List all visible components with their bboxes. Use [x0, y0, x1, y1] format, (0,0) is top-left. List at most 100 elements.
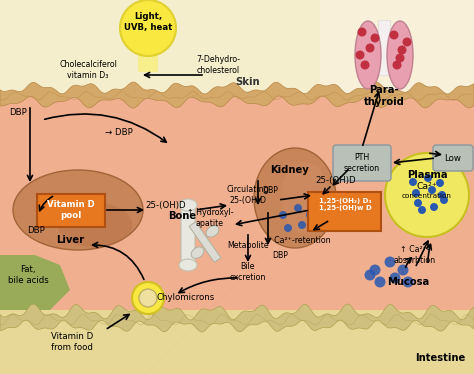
FancyArrowPatch shape: [430, 151, 440, 156]
Polygon shape: [0, 255, 70, 310]
FancyArrowPatch shape: [39, 196, 53, 211]
Text: Ca²⁺: Ca²⁺: [417, 181, 438, 190]
Text: → DBP: → DBP: [105, 128, 133, 137]
Ellipse shape: [281, 162, 329, 234]
Ellipse shape: [206, 226, 219, 237]
Text: Liver: Liver: [56, 235, 84, 245]
Text: 25-(OH)D: 25-(OH)D: [316, 175, 356, 184]
Ellipse shape: [387, 21, 413, 89]
FancyArrowPatch shape: [179, 278, 237, 292]
FancyArrowPatch shape: [145, 73, 202, 77]
Circle shape: [395, 53, 404, 62]
FancyBboxPatch shape: [181, 205, 195, 265]
Circle shape: [356, 50, 365, 59]
Text: Plasma: Plasma: [407, 170, 447, 180]
Circle shape: [298, 221, 306, 229]
FancyArrowPatch shape: [107, 315, 129, 328]
FancyArrowPatch shape: [237, 211, 307, 226]
Circle shape: [402, 276, 413, 288]
Text: Bile
excretion: Bile excretion: [230, 262, 266, 282]
Circle shape: [392, 61, 401, 70]
Text: DBP: DBP: [262, 186, 278, 194]
Text: DBP: DBP: [272, 251, 288, 260]
Text: Light,
UVB, heat: Light, UVB, heat: [124, 12, 172, 32]
FancyArrowPatch shape: [246, 235, 250, 260]
Circle shape: [398, 46, 407, 55]
Circle shape: [365, 270, 375, 280]
FancyBboxPatch shape: [433, 145, 473, 171]
Circle shape: [306, 211, 314, 219]
Text: ↑ Ca²⁺-retention: ↑ Ca²⁺-retention: [265, 236, 331, 245]
Text: Low: Low: [445, 153, 461, 162]
Text: Para-
thyroid: Para- thyroid: [364, 85, 404, 107]
Circle shape: [385, 153, 469, 237]
Circle shape: [402, 37, 411, 46]
Circle shape: [374, 276, 385, 288]
Circle shape: [428, 186, 436, 194]
Text: Vitamin D
pool: Vitamin D pool: [47, 200, 95, 220]
Ellipse shape: [355, 21, 381, 89]
Circle shape: [412, 189, 420, 197]
Circle shape: [284, 224, 292, 232]
FancyArrowPatch shape: [427, 244, 431, 262]
FancyArrowPatch shape: [395, 158, 433, 165]
Ellipse shape: [57, 202, 133, 248]
Polygon shape: [0, 304, 474, 332]
Text: concentration: concentration: [402, 193, 452, 199]
Text: 1,25-(OH₂) D₃
1,25-(OH)w D: 1,25-(OH₂) D₃ 1,25-(OH)w D: [319, 197, 371, 211]
FancyArrowPatch shape: [255, 181, 261, 203]
Circle shape: [357, 28, 366, 37]
Circle shape: [409, 178, 417, 186]
Text: 7-Dehydro-
cholesterol: 7-Dehydro- cholesterol: [196, 55, 240, 75]
FancyArrowPatch shape: [45, 114, 166, 142]
Circle shape: [414, 199, 422, 207]
Ellipse shape: [191, 247, 204, 258]
Circle shape: [390, 273, 401, 283]
Text: Kidney: Kidney: [271, 165, 310, 175]
Text: ↑ Ca²⁺-
absorbtion: ↑ Ca²⁺- absorbtion: [394, 245, 436, 265]
FancyArrowPatch shape: [27, 108, 33, 180]
Ellipse shape: [179, 259, 197, 271]
Text: Metabolite: Metabolite: [227, 240, 269, 249]
FancyArrowPatch shape: [265, 213, 271, 243]
Text: DBP: DBP: [27, 226, 45, 234]
FancyArrowPatch shape: [406, 258, 411, 267]
FancyBboxPatch shape: [333, 145, 391, 181]
Bar: [0, 310, 474, 374]
Text: Chylomicrons: Chylomicrons: [157, 292, 215, 301]
Bar: [0, 0, 320, 95]
FancyArrowPatch shape: [314, 221, 328, 230]
Circle shape: [371, 34, 380, 43]
Bar: [320, 0, 474, 95]
Circle shape: [365, 43, 374, 52]
Circle shape: [139, 289, 157, 307]
Text: 25-(OH)D: 25-(OH)D: [146, 200, 186, 209]
FancyArrowPatch shape: [416, 241, 428, 266]
FancyBboxPatch shape: [138, 50, 158, 72]
Bar: [378, 20, 390, 75]
Circle shape: [279, 211, 287, 219]
Circle shape: [436, 179, 444, 187]
Ellipse shape: [254, 148, 336, 248]
FancyArrowPatch shape: [333, 170, 348, 185]
Circle shape: [438, 191, 446, 199]
Text: DBP: DBP: [9, 107, 27, 116]
Text: Vitamin D
from food: Vitamin D from food: [51, 332, 93, 352]
Text: Bone: Bone: [168, 211, 196, 221]
FancyArrowPatch shape: [198, 204, 226, 209]
Text: Skin: Skin: [236, 77, 260, 87]
Text: PTH
secretion: PTH secretion: [344, 153, 380, 173]
Text: Cholecalciferol
vitamin D₃: Cholecalciferol vitamin D₃: [59, 60, 117, 80]
FancyArrowPatch shape: [323, 187, 330, 194]
Polygon shape: [189, 222, 221, 262]
Circle shape: [430, 203, 438, 211]
FancyArrowPatch shape: [281, 194, 310, 200]
Text: Mucosa: Mucosa: [387, 277, 429, 287]
Circle shape: [418, 206, 426, 214]
Text: Circulating
25-(OH)D: Circulating 25-(OH)D: [227, 185, 269, 205]
Circle shape: [294, 204, 302, 212]
Text: ↑ Hydroxyl-
apatite: ↑ Hydroxyl- apatite: [187, 208, 233, 228]
FancyBboxPatch shape: [309, 191, 382, 230]
Circle shape: [440, 196, 448, 204]
Ellipse shape: [13, 170, 143, 250]
